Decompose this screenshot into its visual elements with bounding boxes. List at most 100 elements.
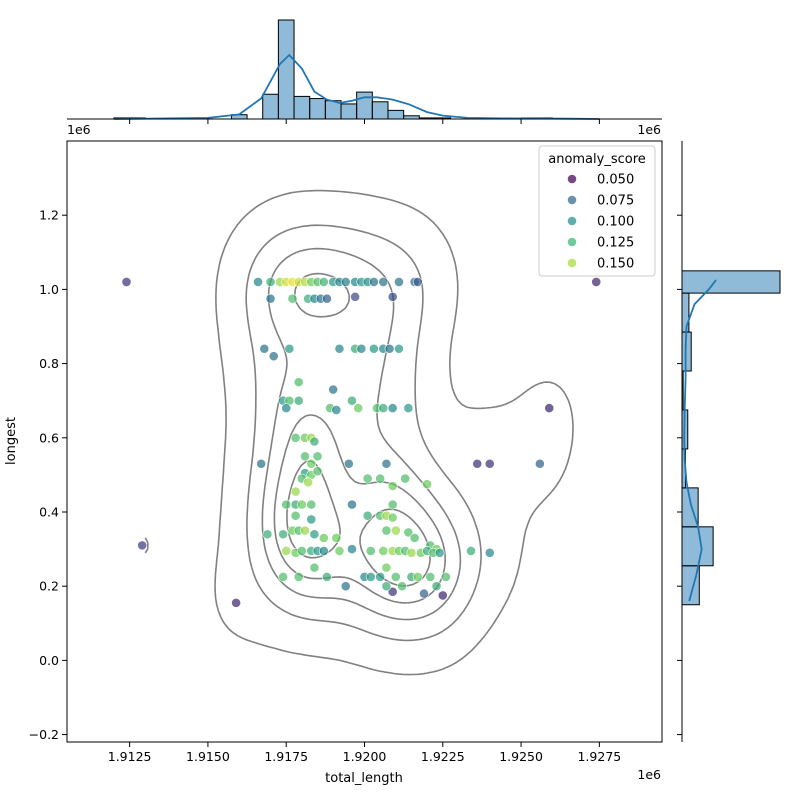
scatter-point [312,466,323,477]
x-tick-label: 1.9150 [186,749,230,764]
scatter-point [290,432,301,443]
scatter-point [381,562,392,573]
legend-label: 0.050 [597,173,634,188]
scatter-point [397,581,407,592]
x-tick-label: 1.9275 [577,749,621,764]
scatter-point [278,529,288,540]
y-tick-label: 1.0 [39,282,59,297]
legend-label: 0.100 [597,215,634,230]
kde-contour-level [144,189,574,676]
x-axis-ticks: 1.9125 1.9150 1.9175 1.9200 1.9225 1.9250 1.92… [108,742,621,764]
legend-marker [567,174,577,184]
scatter-point [300,525,310,536]
scatter-point [534,458,545,469]
legend-label: 0.150 [597,257,634,272]
scatter-point [412,572,423,582]
scatter-point [484,547,495,558]
scatter-point [262,529,273,540]
scatter-point [334,546,345,556]
kde-contour-level [261,247,462,621]
y-axis-label: longest [4,417,19,465]
scatter-point [362,473,373,484]
top-histogram-bar [387,109,405,120]
legend-marker [567,237,577,247]
scatter-point [334,343,345,354]
scatter-point [409,533,420,543]
scatter-point [300,451,310,462]
scatter-point [265,277,276,287]
scatter-point [284,343,295,354]
y-tick-label: 0.0 [39,653,59,668]
legend-label: 0.125 [597,236,634,251]
scatter-point [378,277,389,287]
legend-marker [567,258,577,268]
scatter-point [318,533,329,543]
scatter-point [365,546,376,556]
right-kde-line [683,279,717,602]
scatter-point [309,529,320,540]
scatter-point [343,458,354,469]
scatter-point [322,572,332,582]
scatter-point [422,479,433,490]
scatter-point [231,597,242,608]
scatter-point [387,403,398,414]
scatter-point [309,562,320,573]
scatter-point [306,514,317,525]
scatter-point [331,405,342,415]
right-histogram-bar [681,270,781,294]
y-axis-ticks: −0.2 0.0 0.2 0.4 0.6 0.8 1.0 1.2 [29,208,67,742]
scatter-point [281,403,292,414]
scatter-point [290,510,301,521]
scatter-point [322,293,332,304]
top-histogram-bar [293,95,311,120]
scatter-point [293,377,304,388]
legend-marker [567,216,577,226]
scatter-point [368,343,379,354]
scatter-point [412,277,423,287]
scatter-point [293,572,304,582]
scatter-point [544,403,555,414]
scatter-point [484,458,495,469]
scatter-point [287,293,298,304]
scatter-point [256,458,267,469]
kde-contours [144,189,574,676]
scatter-point [431,581,442,592]
scatter-point [384,343,395,354]
y-tick-label: 0.4 [39,504,59,519]
y-offset-label: 1e6 [67,122,91,137]
scatter-point [340,277,351,287]
scatter-point [318,277,329,287]
scatter-point [347,395,357,406]
scatter-point [331,533,342,543]
top-histogram-bar [262,93,279,120]
scatter-point [296,499,307,510]
right-histogram-bar [681,292,690,333]
y-tick-label: 0.2 [39,579,59,594]
scatter-point [434,547,445,558]
scatter-point [387,291,398,302]
x-tick-label: 1.9125 [108,749,152,764]
scatter-point [390,525,401,536]
x-offset-label: 1e6 [637,767,661,782]
scatter-point [394,343,404,354]
top-histogram-bar [277,19,295,120]
x-tick-label: 1.9225 [421,749,465,764]
scatter-point [472,458,483,469]
scatter-point [356,343,367,354]
scatter-point [309,436,320,447]
x-tick-label: 1.9200 [343,749,387,764]
y-tick-label: 1.2 [39,208,59,223]
scatter-point [350,291,361,302]
scatter-point [265,293,276,304]
scatter-point [375,473,386,484]
scatter-points [121,277,602,608]
top-histogram-bar [356,91,373,120]
top-kde-line [113,53,600,120]
legend-title: anomaly_score [548,152,646,167]
scatter-point [281,499,292,510]
scatter-point [362,510,373,521]
scatter-point [340,581,351,592]
scatter-point [296,546,307,556]
y-tick-label: 0.6 [39,430,59,445]
